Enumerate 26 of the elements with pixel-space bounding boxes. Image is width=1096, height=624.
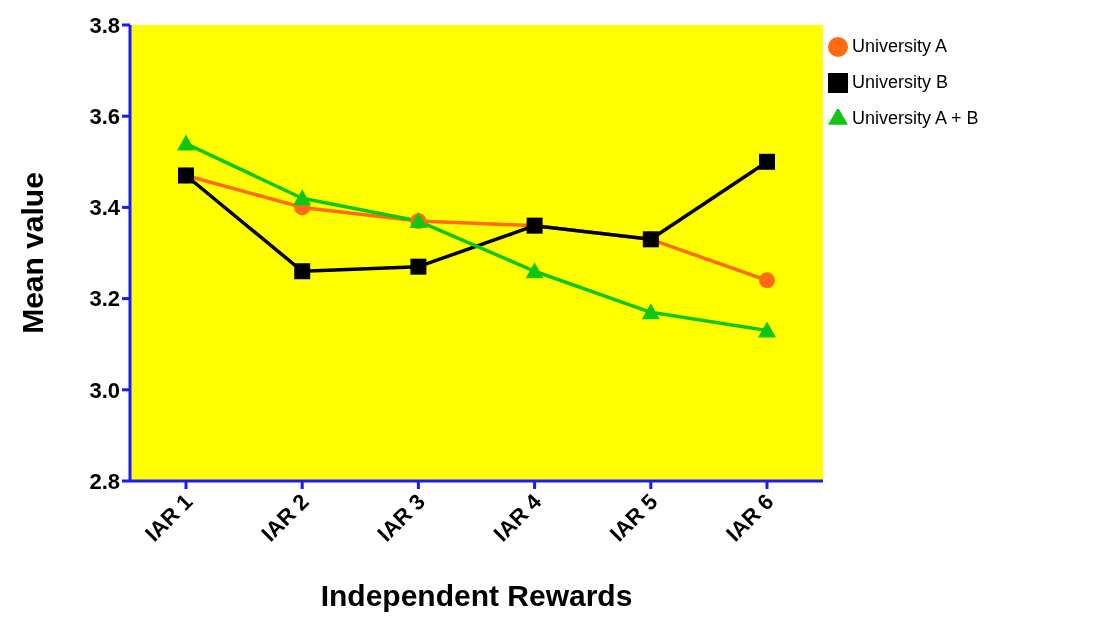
x-tick-label: IAR 1 [140, 488, 198, 547]
x-tick-label: IAR 2 [256, 488, 314, 547]
point [759, 272, 775, 289]
point [758, 321, 776, 338]
x-tick-label: IAR 3 [372, 488, 430, 547]
legend-label: University A + B [852, 108, 979, 128]
point [294, 263, 311, 280]
legend-label: University B [852, 72, 949, 92]
y-tick-label: 3.6 [89, 104, 120, 130]
y-tick-label: 3.8 [89, 12, 120, 38]
x-tick-label: IAR 4 [488, 488, 547, 547]
x-tick-label: IAR 6 [721, 488, 779, 547]
point [293, 189, 312, 206]
point [759, 153, 775, 170]
y-tick-label: 3.0 [89, 377, 120, 403]
y-tick-label: 2.8 [89, 468, 120, 494]
point [177, 134, 195, 151]
y-tick-label: 3.4 [89, 195, 121, 221]
point [525, 262, 544, 279]
x-axis-title: Independent Rewards [320, 579, 633, 612]
point [641, 303, 660, 320]
y-axis-title: Mean value [15, 172, 49, 334]
x-tick-label: IAR 5 [604, 488, 663, 547]
y-tick-label: 3.2 [89, 286, 120, 312]
legend-label: University A [852, 36, 948, 56]
point [410, 258, 427, 275]
